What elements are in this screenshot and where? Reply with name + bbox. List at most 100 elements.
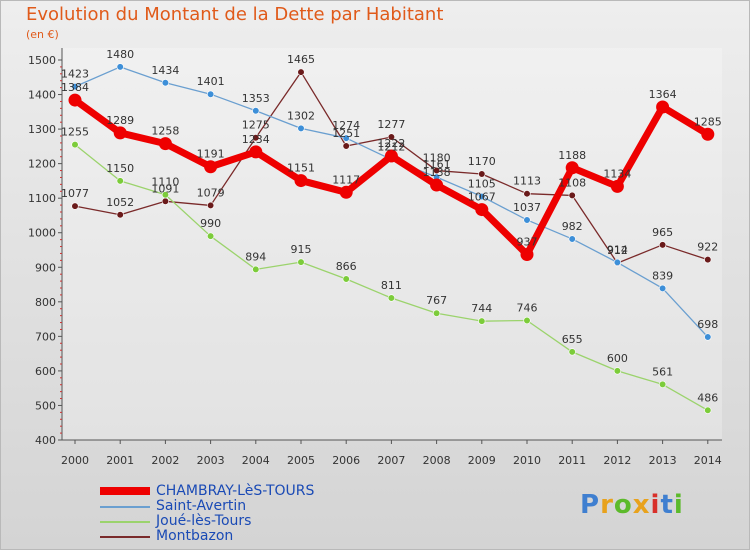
- chart-title: Evolution du Montant de la Dette par Hab…: [26, 4, 444, 25]
- data-label-chambray: 1117: [332, 173, 360, 186]
- x-tick-label: 2003: [197, 454, 225, 467]
- data-point-saint-avertin: [704, 333, 712, 341]
- data-point-saint-avertin: [523, 216, 531, 224]
- data-point-joue: [523, 316, 531, 325]
- data-label-chambray: 1222: [377, 137, 405, 150]
- logo-letter: r: [600, 490, 614, 520]
- data-label-joue: 866: [336, 260, 357, 273]
- data-label-montbazon: 1277: [377, 118, 405, 131]
- data-point-chambray: [520, 247, 534, 261]
- data-label-montbazon: 1091: [151, 182, 179, 195]
- data-point-joue: [478, 317, 486, 325]
- legend-swatch-saint-avertin: [100, 506, 150, 508]
- data-point-montbazon: [523, 190, 531, 198]
- logo-letter: x: [632, 490, 651, 520]
- data-point-montbazon: [252, 134, 260, 142]
- data-point-saint-avertin: [71, 82, 79, 91]
- data-label-chambray: 1191: [197, 148, 225, 161]
- legend-label-saint-avertin: Saint-Avertin: [156, 498, 247, 514]
- data-label-chambray: 1151: [287, 162, 315, 175]
- legend-item-saint-avertin: Saint-Avertin: [100, 499, 360, 514]
- data-point-chambray: [656, 100, 670, 114]
- data-label-chambray: 1258: [151, 125, 179, 138]
- data-point-joue: [297, 258, 305, 266]
- data-label-chambray: 1188: [558, 149, 586, 162]
- data-point-saint-avertin: [568, 235, 576, 243]
- data-label-joue: 894: [245, 250, 266, 263]
- data-label-chambray: 1134: [603, 167, 631, 180]
- data-label-montbazon: 1077: [61, 187, 89, 200]
- y-tick-label: 1300: [28, 123, 56, 136]
- data-point-saint-avertin: [207, 90, 215, 98]
- data-point-joue: [433, 309, 441, 317]
- data-label-montbazon: 1052: [106, 196, 134, 209]
- data-label-chambray: 1067: [468, 191, 496, 204]
- data-label-saint-avertin: 1423: [61, 68, 89, 81]
- data-point-chambray: [475, 203, 489, 217]
- data-label-joue: 811: [381, 279, 402, 292]
- logo-letter: P: [580, 490, 601, 520]
- data-point-chambray: [158, 137, 172, 151]
- plot-area: [62, 48, 722, 440]
- data-label-saint-avertin: 1480: [106, 48, 134, 61]
- data-point-joue: [387, 294, 396, 302]
- x-tick-label: 2014: [694, 454, 722, 467]
- data-label-montbazon: 912: [607, 244, 628, 257]
- data-point-montbazon: [658, 241, 667, 249]
- data-point-chambray: [384, 149, 398, 163]
- data-label-montbazon: 1251: [332, 127, 360, 140]
- y-tick-label: 1000: [28, 227, 56, 240]
- data-label-saint-avertin: 1434: [151, 64, 179, 77]
- x-tick-label: 2007: [377, 454, 405, 467]
- data-label-joue: 1255: [61, 126, 89, 139]
- data-point-chambray: [610, 179, 624, 193]
- data-point-saint-avertin: [342, 134, 350, 142]
- legend-swatch-joue: [100, 521, 150, 523]
- y-tick-label: 1500: [28, 54, 56, 67]
- legend-item-chambray: CHAMBRAY-LèS-TOURS: [100, 484, 360, 499]
- data-label-montbazon: 1465: [287, 53, 315, 66]
- x-tick-label: 2004: [242, 454, 270, 467]
- data-point-joue: [704, 406, 712, 414]
- x-tick-label: 2011: [558, 454, 586, 467]
- data-point-montbazon: [207, 201, 215, 210]
- data-point-joue: [161, 191, 169, 199]
- legend-label-montbazon: Montbazon: [156, 528, 234, 544]
- data-label-joue: 915: [291, 243, 312, 256]
- x-tick-label: 2001: [106, 454, 134, 467]
- data-point-saint-avertin: [116, 63, 124, 71]
- y-tick-label: 1200: [28, 158, 56, 171]
- data-point-chambray: [68, 93, 82, 107]
- data-point-joue: [252, 265, 260, 273]
- y-tick-label: 600: [35, 365, 56, 378]
- legend-item-joue: Joué-lès-Tours: [100, 514, 360, 529]
- data-label-joue: 746: [517, 301, 538, 314]
- chart-subtitle: (en €): [26, 28, 59, 41]
- data-point-saint-avertin: [478, 192, 486, 201]
- data-label-saint-avertin: 1105: [468, 177, 496, 190]
- x-tick-label: 2009: [468, 454, 496, 467]
- data-point-chambray: [113, 126, 127, 140]
- data-label-montbazon: 965: [652, 226, 673, 239]
- y-tick-label: 400: [35, 434, 56, 447]
- data-point-joue: [116, 177, 124, 185]
- data-label-montbazon: 1079: [197, 186, 225, 199]
- x-tick-label: 2006: [332, 454, 360, 467]
- data-point-montbazon: [297, 68, 305, 76]
- y-tick-label: 700: [35, 330, 56, 343]
- data-point-montbazon: [704, 256, 712, 264]
- data-label-saint-avertin: 982: [562, 220, 583, 233]
- data-label-saint-avertin: 1037: [513, 201, 541, 214]
- logo-letter: i: [650, 490, 661, 520]
- data-label-joue: 655: [562, 333, 583, 346]
- data-label-joue: 486: [697, 391, 718, 404]
- data-point-saint-avertin: [613, 258, 622, 267]
- x-tick-label: 2000: [61, 454, 89, 467]
- data-label-montbazon: 1275: [242, 119, 270, 132]
- data-label-chambray: 1285: [694, 115, 722, 128]
- y-tick-label: 900: [35, 261, 56, 274]
- data-label-chambray: 1234: [242, 133, 270, 146]
- x-tick-label: 2005: [287, 454, 315, 467]
